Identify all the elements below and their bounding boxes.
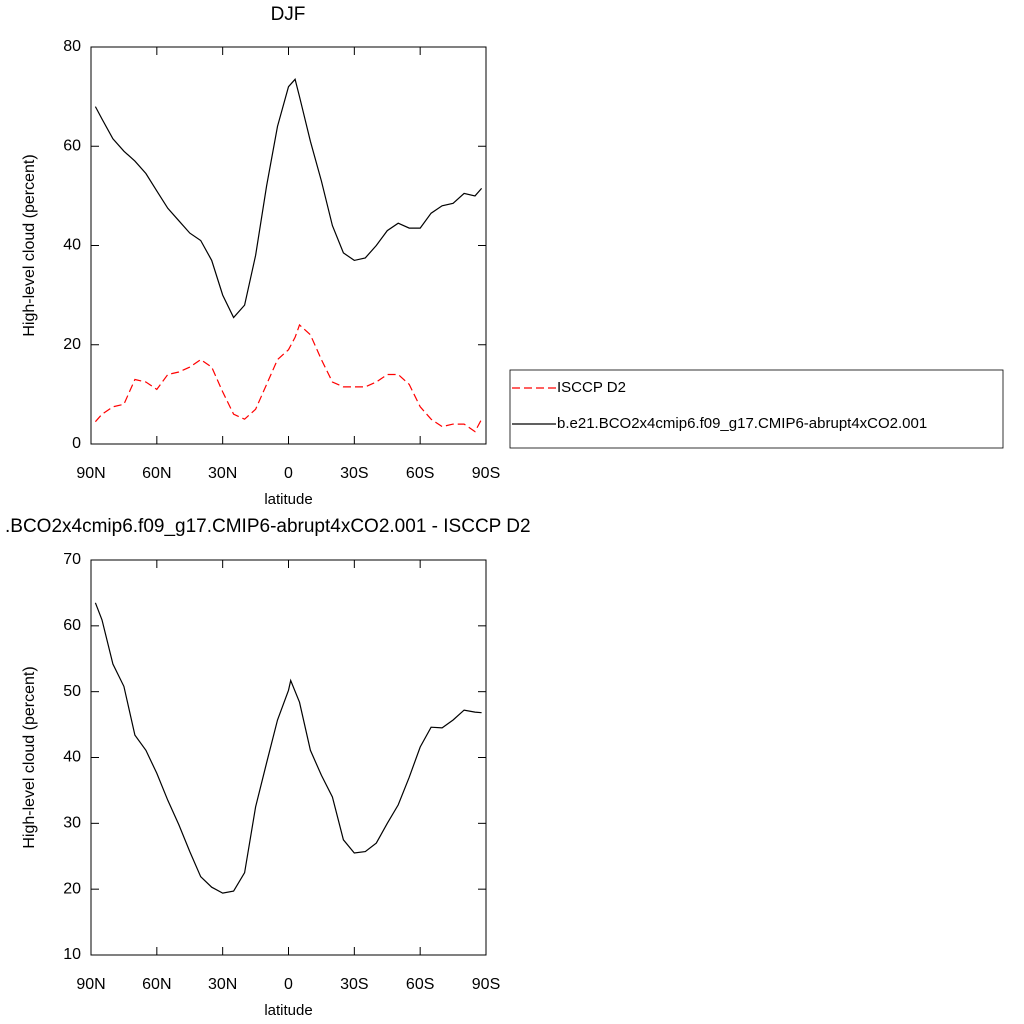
x-axis-label: latitude: [264, 491, 312, 508]
y-tick-label: 70: [63, 551, 81, 568]
y-tick-label: 30: [63, 815, 81, 832]
legend-box: [509, 369, 1004, 449]
y-tick-label: 50: [63, 683, 81, 700]
y-tick-label: 0: [72, 435, 81, 452]
x-tick-label: 90N: [76, 465, 105, 482]
y-tick-label: 60: [63, 617, 81, 634]
x-tick-label: 30S: [340, 465, 368, 482]
y-tick-label: 20: [63, 880, 81, 897]
x-tick-label: 60N: [142, 976, 171, 993]
y-axis-label: High-level cloud (percent): [21, 666, 38, 848]
y-tick-label: 60: [63, 137, 81, 154]
x-tick-label: 90N: [76, 976, 105, 993]
y-tick-label: 80: [63, 38, 81, 55]
data-line: [94, 602, 482, 894]
x-tick-label: 60S: [406, 465, 434, 482]
x-tick-label: 30N: [208, 465, 237, 482]
x-tick-label: 30S: [340, 976, 368, 993]
x-tick-label: 60S: [406, 976, 434, 993]
x-tick-label: 60N: [142, 465, 171, 482]
data-line: [94, 78, 483, 319]
legend-label: b.e21.BCO2x4cmip6.f09_g17.CMIP6-abrupt4x…: [557, 415, 927, 432]
x-tick-label: 0: [284, 976, 293, 993]
y-tick-label: 40: [63, 749, 81, 766]
y-tick-label: 10: [63, 946, 81, 963]
legend-label: ISCCP D2: [557, 379, 626, 396]
y-axis-label: High-level cloud (percent): [21, 154, 38, 336]
plot-frame: [90, 559, 487, 956]
chart-title: DJF: [271, 4, 306, 25]
x-tick-label: 0: [284, 465, 293, 482]
x-axis-label: latitude: [264, 1002, 312, 1019]
x-tick-label: 30N: [208, 976, 237, 993]
x-tick-label: 90S: [472, 976, 500, 993]
y-tick-label: 40: [63, 237, 81, 254]
x-tick-label: 90S: [472, 465, 500, 482]
chart-title: .BCO2x4cmip6.f09_g17.CMIP6-abrupt4xCO2.0…: [5, 516, 531, 537]
y-tick-label: 20: [63, 336, 81, 353]
data-line: [94, 323, 483, 433]
